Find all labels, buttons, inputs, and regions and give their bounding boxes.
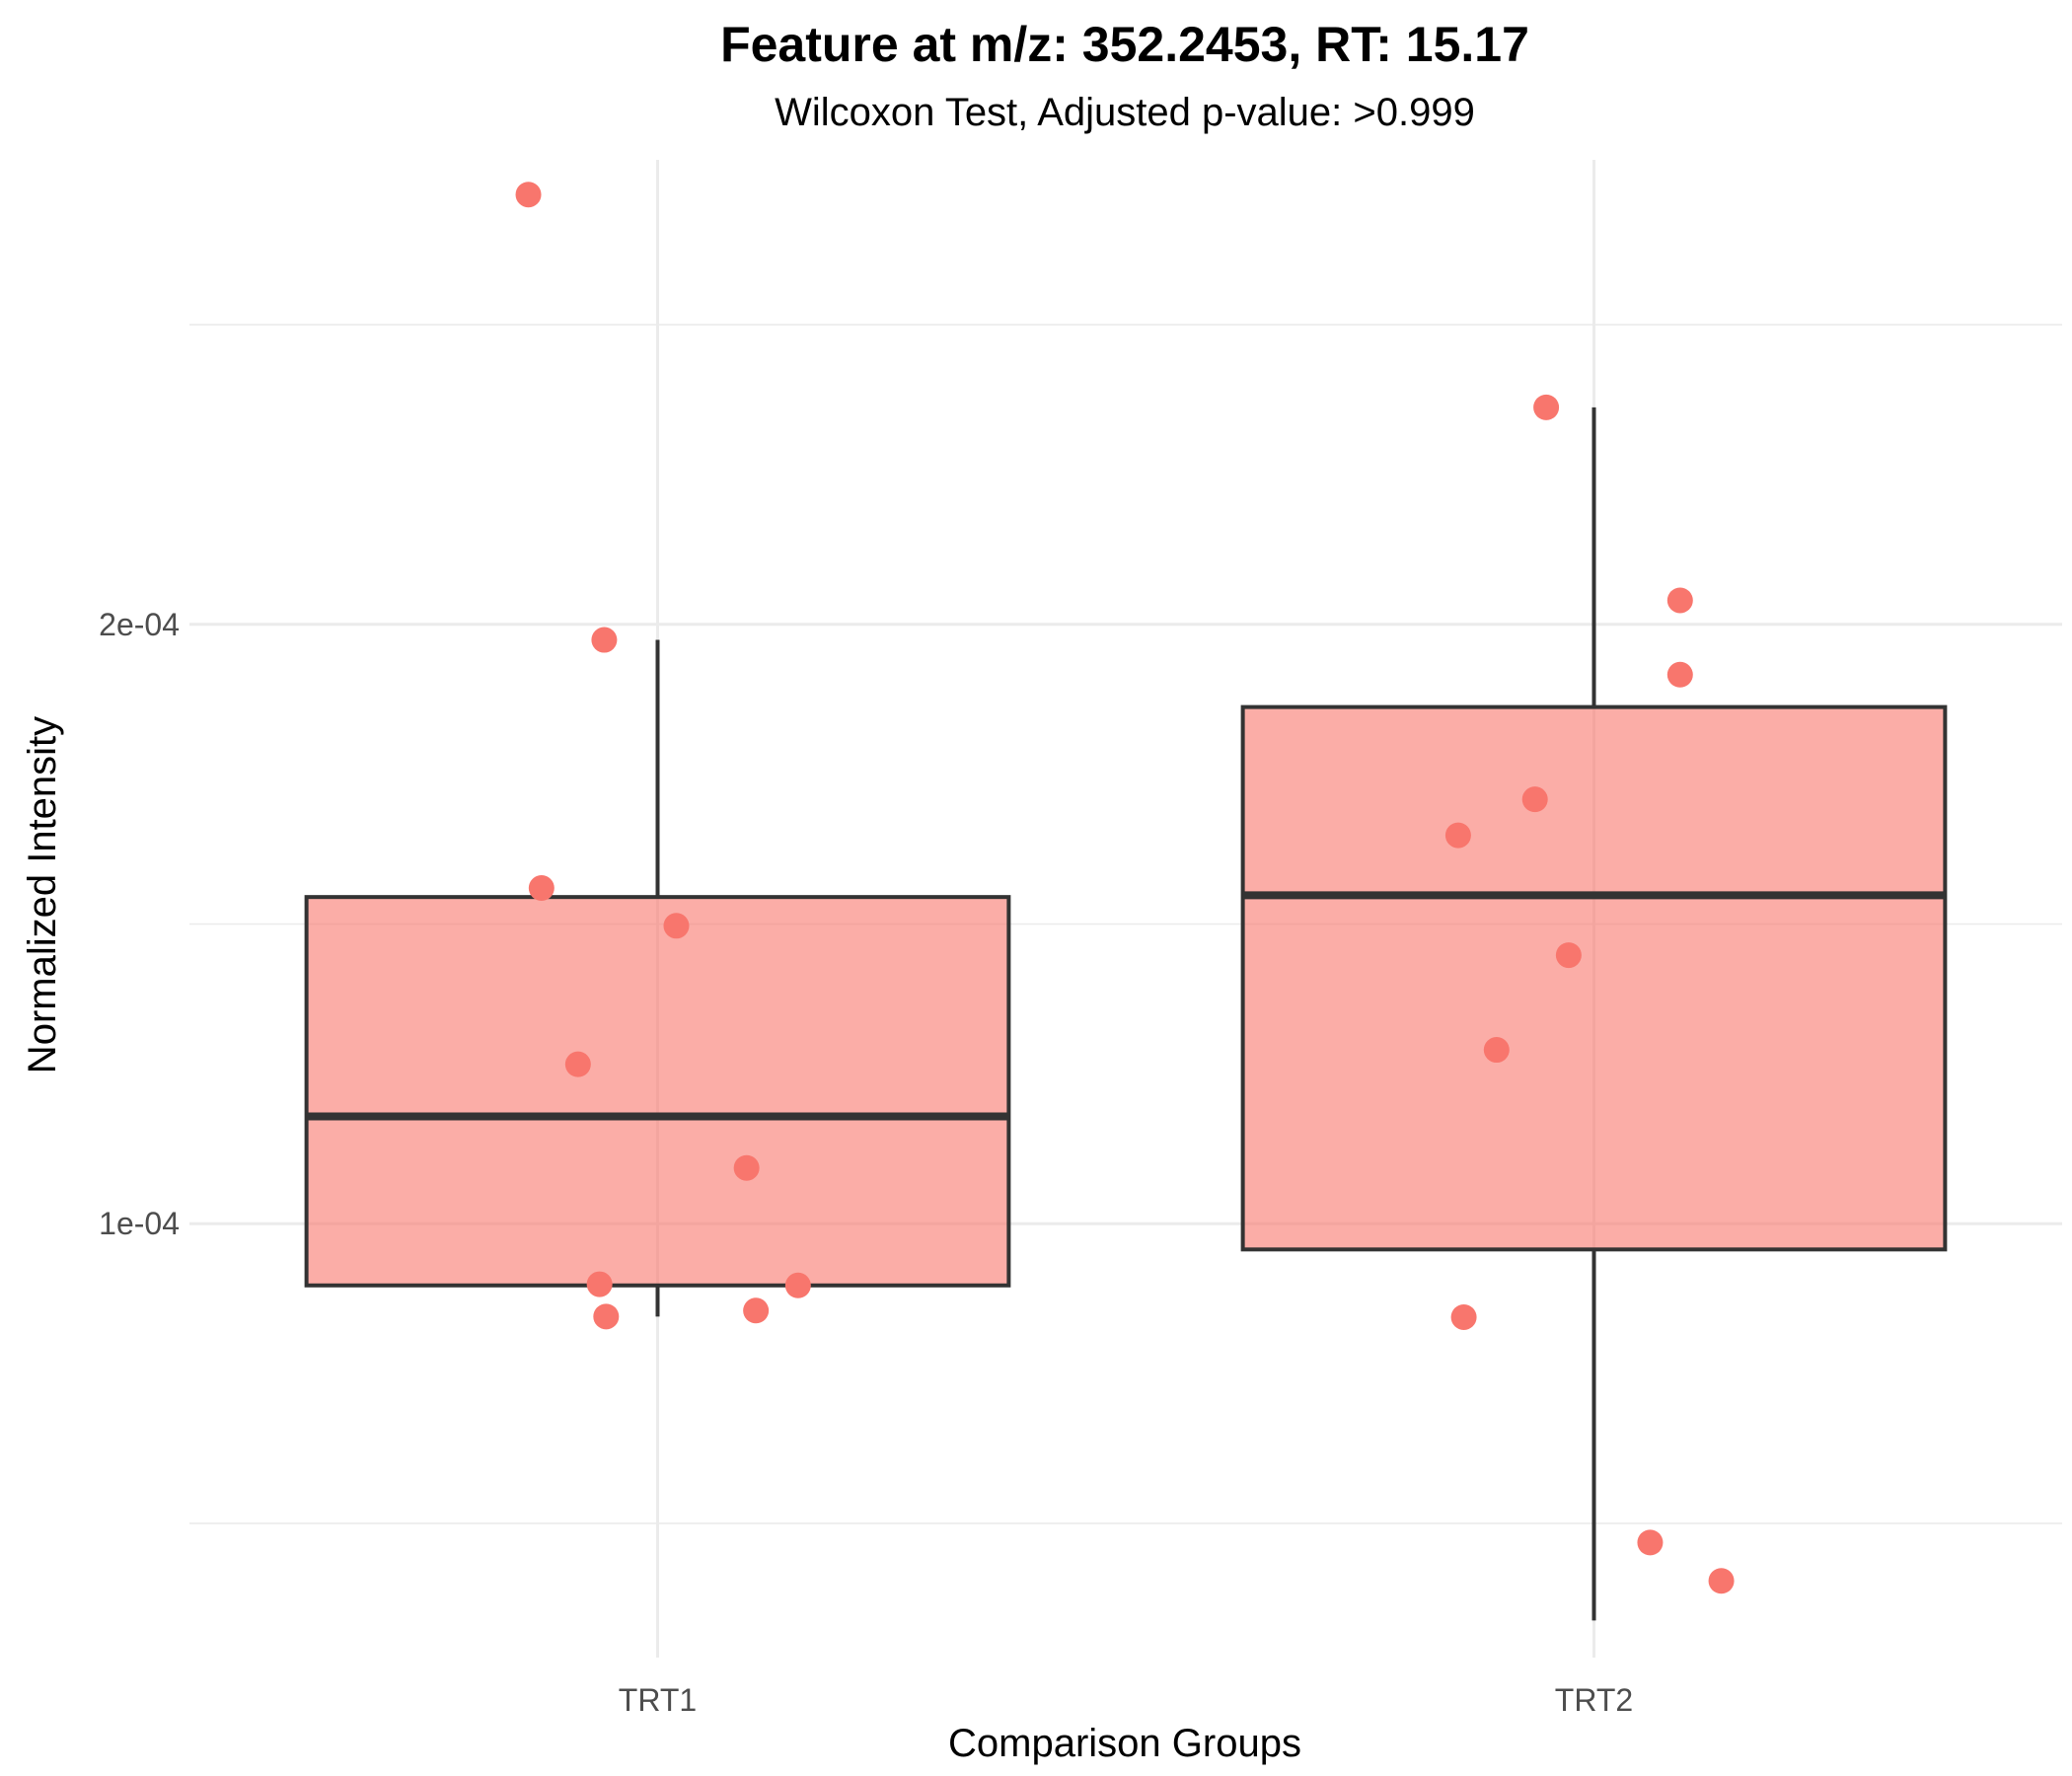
- data-point: [1637, 1529, 1664, 1556]
- data-point: [733, 1154, 760, 1181]
- points: [515, 182, 1735, 1594]
- data-point: [1533, 394, 1560, 420]
- data-point: [1555, 942, 1582, 969]
- data-point: [591, 627, 618, 653]
- chart-title: Feature at m/z: 352.2453, RT: 15.17: [720, 17, 1529, 72]
- x-tick-label: TRT1: [619, 1682, 697, 1718]
- data-point: [586, 1271, 613, 1297]
- data-point: [528, 875, 555, 902]
- data-point: [1666, 661, 1693, 688]
- box-trt1: [304, 895, 1011, 1288]
- x-tick-label: TRT2: [1555, 1682, 1633, 1718]
- data-point: [1708, 1568, 1735, 1594]
- y-axis-title: Normalized Intensity: [21, 716, 64, 1073]
- data-point: [1444, 822, 1471, 849]
- data-point: [1666, 587, 1693, 614]
- y-tick-labels: 1e-04 2e-04: [99, 607, 180, 1241]
- data-point: [564, 1051, 591, 1077]
- box-trt2: [1240, 704, 1948, 1252]
- chart-subtitle: Wilcoxon Test, Adjusted p-value: >0.999: [775, 91, 1475, 134]
- y-tick-label: 2e-04: [99, 607, 180, 642]
- data-point: [784, 1272, 811, 1298]
- data-point: [1521, 786, 1548, 813]
- data-point: [1450, 1303, 1477, 1330]
- data-point: [743, 1297, 770, 1324]
- data-point: [515, 182, 542, 208]
- x-tick-labels: TRT1 TRT2: [619, 1682, 1633, 1718]
- data-point: [593, 1303, 620, 1330]
- data-point: [663, 913, 690, 939]
- data-point: [1483, 1037, 1510, 1064]
- boxes: [304, 407, 1948, 1621]
- x-axis-title: Comparison Groups: [948, 1722, 1301, 1765]
- y-tick-label: 1e-04: [99, 1206, 180, 1241]
